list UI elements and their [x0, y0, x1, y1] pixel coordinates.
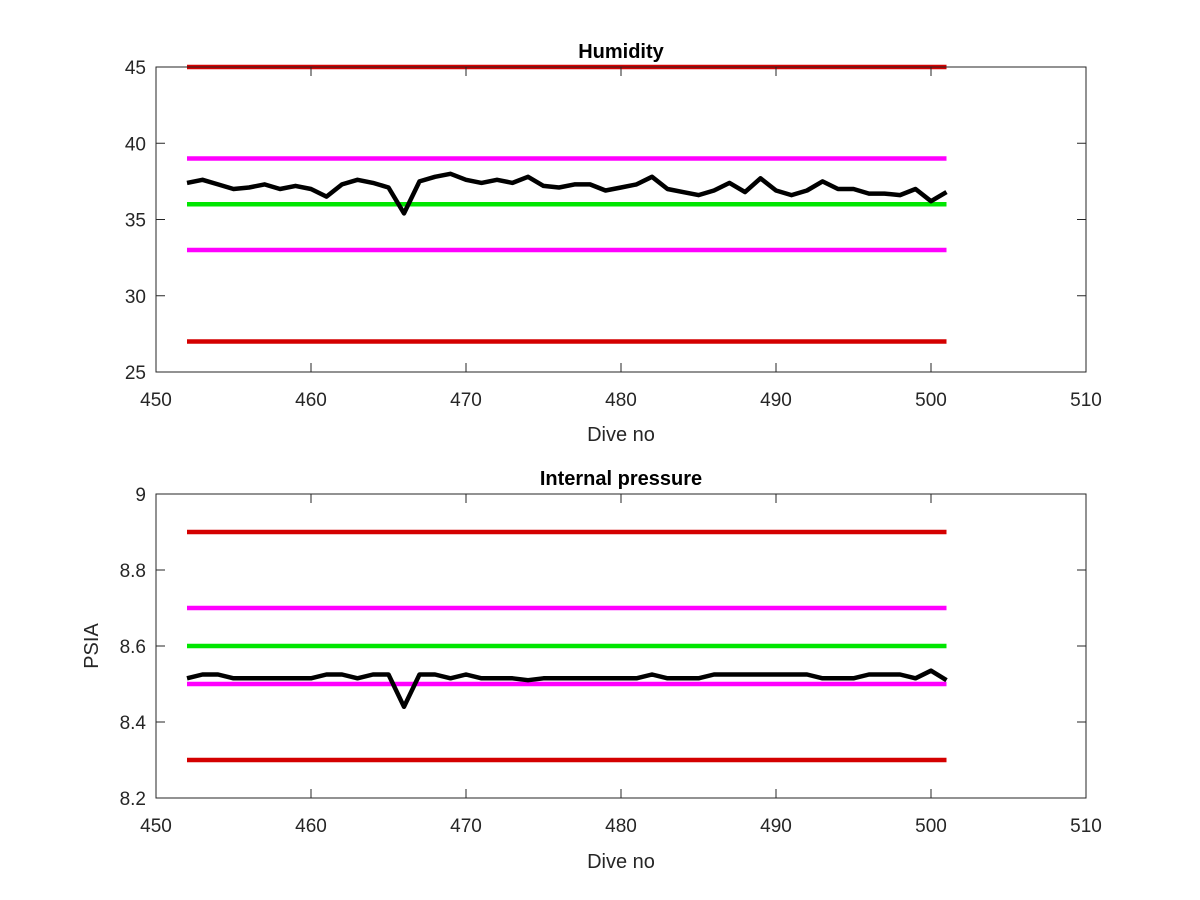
y-tick-label: 40: [125, 134, 146, 155]
chart-title: Humidity: [578, 41, 664, 63]
x-tick-label: 470: [450, 816, 482, 837]
x-tick-label: 510: [1070, 816, 1102, 837]
x-axis-label: Dive no: [587, 424, 655, 446]
plot-area: [156, 67, 1086, 372]
x-tick-label: 450: [140, 816, 172, 837]
x-axis-label: Dive no: [587, 851, 655, 873]
x-tick-label: 500: [915, 390, 947, 411]
series-line-5: [186, 668, 948, 710]
x-tick-label: 450: [140, 390, 172, 411]
x-tick-label: 500: [915, 816, 947, 837]
y-tick-label: 9: [135, 485, 146, 506]
internal-pressure-chart: 450 460 470 480 490 500 510 8.2 8.4 8.6 8.8 9 Inter…: [81, 468, 1102, 873]
series-layer: [186, 529, 948, 763]
x-tick-label: 480: [605, 816, 637, 837]
chart-title: Internal pressure: [540, 468, 702, 490]
tick-layer: 450 460 470 480 490 500 510 8.2 8.4 8.6 8.8 9: [120, 485, 1102, 837]
y-tick-label: 8.2: [120, 789, 146, 810]
x-tick-label: 460: [295, 816, 327, 837]
y-tick-label: 25: [125, 363, 146, 384]
tick-layer: 450 460 470 480 490 500 510 25 30 35 40 45: [125, 58, 1102, 411]
y-tick-label: 8.8: [120, 561, 146, 582]
x-tick-label: 480: [605, 390, 637, 411]
y-axis-label: PSIA: [81, 623, 103, 669]
x-tick-label: 490: [760, 816, 792, 837]
y-tick-label: 45: [125, 58, 146, 79]
y-tick-label: 35: [125, 211, 146, 232]
series-line-5: [186, 171, 948, 216]
x-tick-label: 460: [295, 390, 327, 411]
y-tick-label: 8.6: [120, 637, 146, 658]
y-tick-label: 30: [125, 287, 146, 308]
x-tick-label: 470: [450, 390, 482, 411]
humidity-chart: 450 460 470 480 490 500 510 25 30 35 40 45 Humidity…: [125, 41, 1102, 446]
x-tick-label: 510: [1070, 390, 1102, 411]
x-tick-label: 490: [760, 390, 792, 411]
y-tick-label: 8.4: [120, 713, 147, 734]
